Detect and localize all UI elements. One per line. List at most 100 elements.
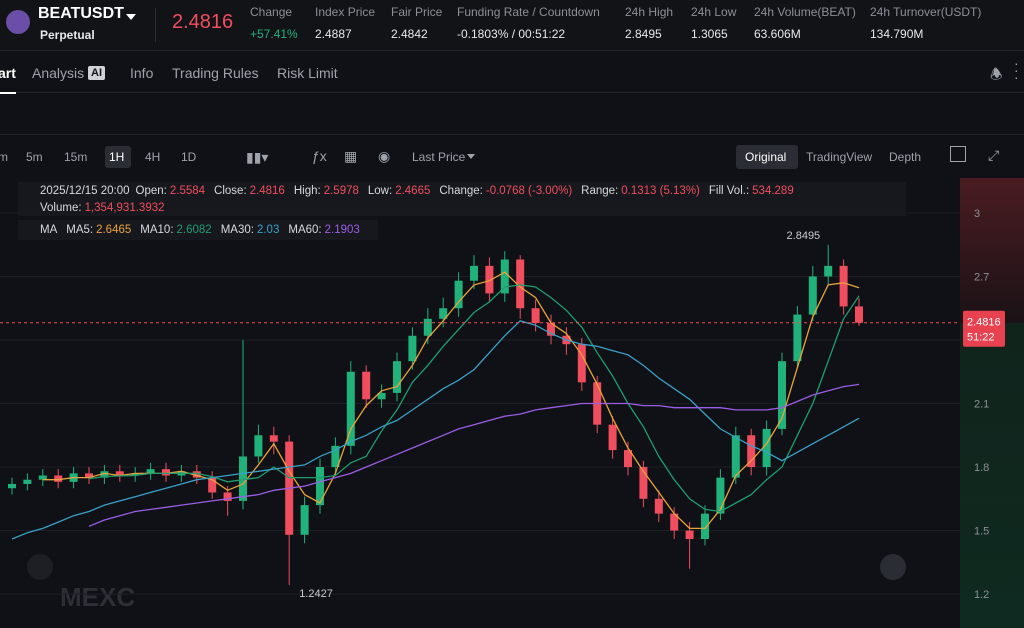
stat-label: 24h Low — [691, 5, 737, 19]
info-text: MA10: — [140, 224, 174, 236]
candle-body — [454, 280, 463, 309]
candle-body — [808, 276, 817, 315]
info-text: 2.03 — [256, 224, 280, 236]
info-text: 2.6465 — [96, 224, 132, 236]
info-box — [18, 182, 906, 216]
candle-body — [269, 435, 278, 442]
chart-view[interactable]: TradingView — [806, 150, 873, 164]
candle-type-icon[interactable]: ▮▮▾ — [246, 149, 269, 165]
candle-body — [624, 450, 632, 468]
info-text: 2.6082 — [176, 224, 212, 236]
info-text: 2.4816 — [249, 185, 285, 197]
price-type-caret[interactable] — [467, 154, 475, 159]
axis-bg-up — [960, 178, 1024, 323]
candle-body — [701, 513, 709, 540]
tab[interactable]: Analysis — [32, 65, 85, 81]
candle-body — [331, 445, 340, 468]
template-icon[interactable]: ▦ — [344, 148, 358, 164]
interval[interactable]: m — [0, 150, 8, 164]
candle-body — [408, 335, 417, 362]
candle-body — [208, 477, 217, 493]
candle-body — [747, 435, 756, 468]
candle-body — [547, 323, 555, 336]
min-label: 1.2427 — [299, 588, 333, 600]
stat-label: 24h Turnover(USDT) — [870, 5, 982, 19]
info-text: MA — [40, 224, 58, 236]
stat-label: Funding Rate / Countdown — [457, 5, 600, 19]
interval[interactable]: 1D — [181, 150, 197, 164]
chart-view[interactable]: Depth — [889, 150, 922, 164]
indicator-icon[interactable]: ƒx — [312, 148, 327, 164]
bell-icon[interactable]: 🕭 — [990, 66, 1003, 82]
price-type[interactable]: Last Price — [412, 150, 466, 164]
interval[interactable]: 4H — [145, 150, 161, 164]
last-price: 2.4816 — [172, 11, 234, 33]
alert-button — [880, 554, 906, 580]
candle-body — [670, 513, 679, 531]
candle-body — [731, 435, 740, 478]
candle-body — [146, 469, 155, 474]
y-tick-label: 2.1 — [974, 399, 989, 411]
candle-body — [516, 259, 525, 309]
stat-value: 1.3065 — [691, 27, 728, 41]
candle-body — [824, 265, 833, 277]
info-text: MA60: — [288, 224, 322, 236]
tab[interactable]: Info — [130, 65, 154, 81]
info-text: 2025/12/15 20:00 — [40, 185, 130, 197]
candle-body — [439, 308, 448, 319]
candle-body — [162, 469, 170, 476]
active-tab-underline — [0, 92, 16, 94]
layout-icon[interactable] — [950, 146, 966, 162]
info-text: 1,354,931.3932 — [84, 202, 165, 214]
screenshot-icon[interactable]: ◉ — [378, 148, 391, 164]
symbol[interactable]: BEATUSDT — [38, 5, 124, 22]
candle-body — [423, 318, 432, 336]
info-text: Range: — [581, 185, 619, 197]
stat-value: 134.790M — [870, 27, 924, 41]
interval[interactable]: 1H — [109, 150, 125, 164]
candle-body — [85, 473, 93, 478]
tab[interactable]: Trading Rules — [172, 65, 259, 81]
candle-body — [762, 428, 771, 468]
candle-body — [654, 498, 663, 514]
symbol-caret[interactable] — [126, 14, 136, 20]
candle-body — [778, 361, 786, 429]
info-text: Volume: — [40, 202, 82, 214]
ma-line — [42, 271, 860, 530]
candle-body — [54, 475, 63, 482]
candle-body — [793, 314, 802, 362]
candle-body — [316, 467, 324, 506]
more-icon[interactable]: · · · — [1014, 55, 1019, 85]
side-button — [27, 554, 53, 580]
tab[interactable]: Risk Limit — [277, 65, 338, 81]
stat-label: 24h Volume(BEAT) — [754, 5, 856, 19]
candle-body — [239, 456, 247, 501]
candle-body — [855, 306, 863, 323]
candle-body — [577, 344, 586, 383]
stat-value: 63.606M — [754, 27, 801, 41]
info-text: Close: — [214, 185, 247, 197]
interval[interactable]: 15m — [64, 150, 88, 164]
candle-body — [254, 435, 263, 457]
candle-body — [485, 265, 494, 294]
interval[interactable]: 5m — [26, 150, 43, 164]
y-tick-label: 1.8 — [974, 462, 989, 474]
stat-value: -0.1803% / 00:51:22 — [457, 27, 566, 41]
info-text: 2.5978 — [323, 185, 359, 197]
info-text: Change: — [439, 185, 483, 197]
tab[interactable]: art — [0, 65, 16, 81]
candle-body — [685, 530, 694, 540]
axis-bg-down — [960, 322, 1024, 628]
fullscreen-icon[interactable]: ⤢ — [988, 147, 1000, 163]
candle-body — [531, 308, 540, 324]
chart-view[interactable]: Original — [745, 150, 787, 164]
info-text: 2.1903 — [324, 224, 360, 236]
y-tick-label: 3 — [974, 208, 980, 220]
ma-line — [11, 320, 860, 540]
candle-body — [393, 361, 401, 393]
price-countdown: 51:22 — [967, 332, 995, 344]
stat-label: Index Price — [315, 5, 376, 19]
info-text: High: — [293, 185, 321, 197]
stat-value: 2.4887 — [315, 27, 352, 41]
